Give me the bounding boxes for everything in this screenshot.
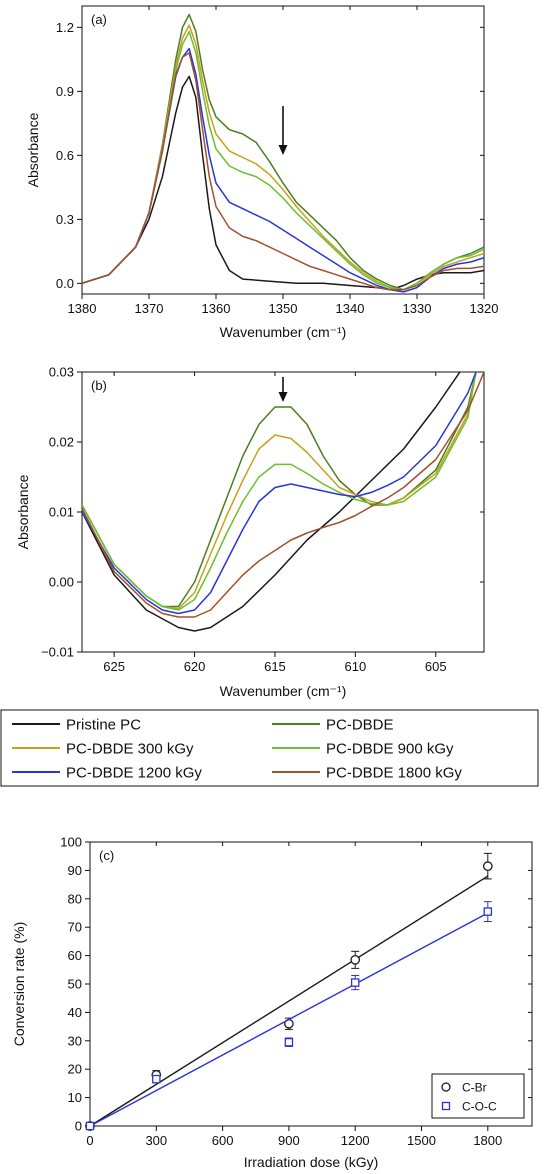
y-tick-label: 50 [68, 977, 82, 992]
x-tick-label: 1380 [68, 301, 97, 316]
fit-line-c-o-c [89, 912, 489, 1127]
legend-frame [0, 709, 539, 787]
y-axis-title: Absorbance [25, 112, 41, 187]
x-tick-label: 1360 [202, 301, 231, 316]
series-line-pc-dbde-900-kgy [82, 30, 484, 291]
data-point-c-br [482, 861, 493, 871]
legend-c-label: C-Br [462, 1081, 487, 1095]
panel-0-series [82, 13, 484, 293]
data-point-c-o-c [85, 1121, 95, 1131]
y-tick-label: 0.03 [49, 365, 74, 380]
x-tick-label: 605 [425, 659, 447, 674]
legend-label: PC-DBDE [326, 717, 394, 734]
y-tick-label: 0.0 [56, 276, 74, 291]
legend-c-label: C-O-C [462, 1100, 497, 1114]
panel-label: (c) [99, 848, 114, 863]
x-tick-label: 1370 [135, 301, 164, 316]
y-tick-label: 0.3 [56, 212, 74, 227]
x-tick-label: 620 [184, 659, 206, 674]
series-line-pc-dbde-900-kgy [82, 372, 477, 611]
x-tick-label: 625 [103, 659, 125, 674]
y-tick-label: 0.9 [56, 84, 74, 99]
legend-c-frame [431, 1073, 525, 1119]
y-tick-label: 0.01 [49, 505, 74, 520]
x-axis-title: Wavenumber (cm⁻¹) [220, 683, 347, 699]
y-tick-label: 0.6 [56, 148, 74, 163]
legend-label: PC-DBDE 300 kGy [66, 741, 194, 758]
panel-0-axes: 1380 1370 1360 1350 1340 1330 1320 0.0 0.3 0.6 0.9… [25, 5, 499, 340]
series-line-pc-dbde-1200-kgy [82, 372, 477, 615]
x-tick-label: 1200 [341, 1133, 370, 1148]
panel-2-series [85, 852, 493, 1131]
y-tick-label: −0.01 [41, 645, 74, 660]
x-tick-label: 1330 [403, 301, 432, 316]
data-point-c-o-c [350, 978, 360, 987]
x-tick-label: 1800 [473, 1133, 502, 1148]
panel-1-series [82, 372, 484, 632]
data-point-c-o-c [284, 1037, 294, 1047]
x-axis-title: Wavenumber (cm⁻¹) [220, 324, 347, 340]
data-point-c-o-c [152, 1074, 161, 1084]
x-tick-label: 1340 [336, 301, 365, 316]
x-axis-title: Irradiation dose (kGy) [244, 1154, 379, 1170]
legend-label: PC-DBDE 900 kGy [326, 741, 454, 758]
y-tick-label: 0.02 [49, 435, 74, 450]
x-tick-label: 300 [145, 1133, 167, 1148]
legend-label: PC-DBDE 1800 kGy [326, 765, 462, 782]
y-tick-label: 20 [68, 1062, 82, 1077]
y-axis-title: Absorbance [15, 474, 31, 549]
plot-frame [81, 371, 485, 653]
y-tick-label: 10 [68, 1090, 82, 1105]
series-line-pc-dbde-1800-kgy [82, 372, 484, 618]
y-tick-label: 1.2 [56, 20, 74, 35]
series-line-pristine-pc [82, 372, 461, 632]
panel-label: (a) [91, 12, 107, 27]
fit-line-c-br [89, 875, 489, 1127]
y-tick-label: 30 [68, 1033, 82, 1048]
data-point-c-br [350, 955, 361, 965]
y-tick-label: 0 [75, 1119, 82, 1134]
x-tick-label: 0 [86, 1133, 93, 1148]
y-tick-label: 80 [68, 891, 82, 906]
y-tick-label: 0.00 [49, 575, 74, 590]
series-line-pc-dbde-1800-kgy [82, 52, 484, 291]
y-tick-label: 70 [68, 920, 82, 935]
y-tick-label: 90 [68, 863, 82, 878]
series-line-pc-dbde-1200-kgy [82, 47, 484, 293]
x-tick-label: 1350 [269, 301, 298, 316]
x-tick-label: 900 [278, 1133, 300, 1148]
x-tick-label: 1500 [407, 1133, 436, 1148]
series-line-pc-dbde-300-kgy [82, 24, 484, 291]
arrow-b-head [278, 392, 288, 402]
panel-1-axes: 625 620 615 610 605 −0.01 0.00 0.01 0.02 0.03 Wave… [15, 365, 485, 699]
panel-2-axes: 0 300 600 900 1200 1500 1800 0 10 20 30 40 50 60 70 80 9… [11, 835, 533, 1170]
data-point-c-o-c [483, 907, 493, 916]
y-axis-title: Conversion rate (%) [11, 922, 27, 1047]
legend-label: Pristine PC [66, 717, 141, 734]
legend-c: C-Br C-O-C [431, 1073, 525, 1119]
y-tick-label: 60 [68, 948, 82, 963]
arrow-a-head [278, 145, 288, 155]
legend-marker-square [441, 1101, 451, 1111]
legend-label: PC-DBDE 1200 kGy [66, 765, 202, 782]
y-tick-label: 100 [60, 835, 82, 850]
legend: Pristine PC PC-DBDE PC-DBDE 300 kGy PC-DBDE… [0, 709, 539, 787]
x-tick-label: 1320 [470, 301, 499, 316]
x-tick-label: 610 [345, 659, 367, 674]
y-tick-label: 40 [68, 1005, 82, 1020]
x-tick-label: 600 [212, 1133, 234, 1148]
x-tick-label: 615 [264, 659, 286, 674]
panel-label: (b) [91, 378, 107, 393]
legend-marker-circle [441, 1082, 451, 1092]
